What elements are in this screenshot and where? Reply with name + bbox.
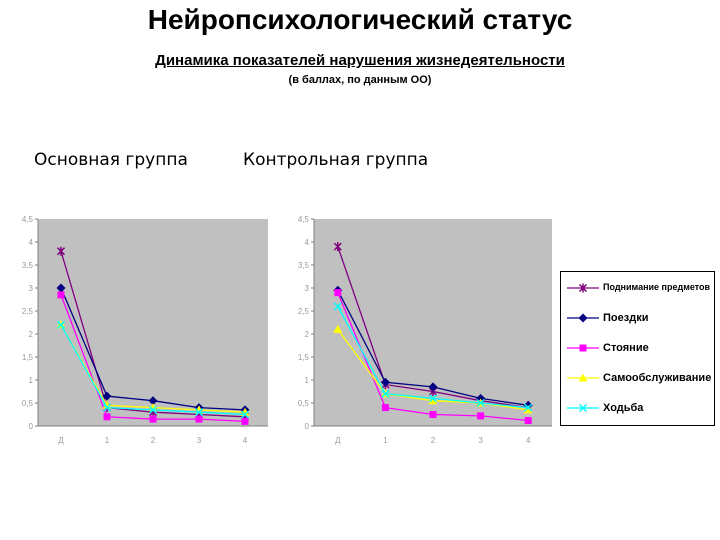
- data-point-2-0: [334, 289, 342, 297]
- legend-swatch: [567, 344, 599, 352]
- legend-label: Ходьба: [603, 402, 644, 414]
- plot-area: [38, 219, 268, 426]
- data-point-2-0: [57, 291, 65, 299]
- y-tick-label: 2,5: [22, 307, 34, 316]
- x-tick-label: 4: [243, 436, 248, 445]
- x-tick-label: 3: [197, 436, 202, 445]
- y-tick-label: 2: [305, 330, 310, 339]
- data-point-4-2: [148, 405, 158, 414]
- x-tick-label: 1: [383, 436, 388, 445]
- data-point-4-4: [524, 403, 533, 412]
- legend-item: Ходьба: [561, 399, 716, 419]
- y-tick-label: 3,5: [298, 261, 310, 270]
- y-tick-label: 3,5: [22, 261, 34, 270]
- legend-label: Поездки: [603, 312, 649, 324]
- data-point-2-1: [103, 413, 111, 421]
- data-point-3-4: [240, 407, 250, 416]
- x-tick-label: 3: [478, 436, 483, 445]
- data-point-3-3: [194, 405, 204, 414]
- subtitle-text: Динамика показателей нарушения жизнедеят…: [155, 52, 565, 69]
- chart-legend: Поднимание предметов Поездки Стояние Самооб…: [560, 271, 715, 426]
- y-tick-label: 4: [305, 238, 310, 247]
- y-tick-label: 3: [305, 284, 310, 293]
- legend-swatch: [567, 283, 599, 293]
- data-point-3-4: [523, 405, 533, 414]
- legend-marker: [578, 373, 588, 382]
- legend-marker: [578, 283, 588, 293]
- data-point-3-0: [333, 324, 343, 333]
- legend-marker: [579, 344, 587, 352]
- legend-swatch: [567, 403, 599, 413]
- data-point-4-1: [381, 389, 390, 398]
- data-point-2-1: [381, 404, 389, 412]
- data-point-4-3: [194, 408, 204, 417]
- legend-marker: [578, 403, 588, 413]
- y-tick-label: 1: [305, 376, 310, 385]
- data-point-4-0: [56, 320, 66, 329]
- x-tick-label: Д: [335, 436, 341, 445]
- legend-item: Стояние: [561, 339, 716, 359]
- page-note: (в баллах, по данным ОО): [288, 74, 432, 86]
- y-tick-label: 1: [29, 376, 34, 385]
- page-subtitle: Динамика показателей нарушения жизнедеят…: [0, 52, 720, 69]
- data-point-3-1: [102, 400, 112, 409]
- y-tick-label: 4,5: [298, 215, 310, 224]
- data-point-2-2: [149, 415, 157, 423]
- y-tick-label: 0: [29, 422, 34, 431]
- y-tick-label: 0,5: [22, 399, 34, 408]
- y-tick-label: 0,5: [298, 399, 310, 408]
- x-tick-label: Д: [58, 436, 64, 445]
- data-point-2-4: [241, 417, 249, 425]
- legend-label: Стояние: [603, 342, 649, 354]
- data-point-4-3: [476, 398, 485, 408]
- data-point-4-1: [102, 403, 112, 412]
- page-title: Нейропсихологический статус: [147, 4, 573, 35]
- legend-item: Поездки: [561, 309, 716, 329]
- main-group-label: Основная группа: [34, 150, 188, 170]
- data-point-4-2: [428, 394, 438, 403]
- data-point-1-2: [148, 396, 158, 406]
- data-point-2-4: [524, 416, 532, 424]
- y-tick-label: 1,5: [22, 353, 34, 362]
- control-group-label: Контрольная группа: [243, 150, 429, 170]
- data-point-1-2: [428, 382, 438, 392]
- data-point-0-0: [56, 246, 66, 256]
- y-tick-label: 2: [29, 330, 34, 339]
- x-tick-label: 2: [151, 436, 156, 445]
- data-point-1-1: [102, 391, 112, 401]
- x-tick-label: 4: [526, 436, 531, 445]
- legend-label: Самообслуживание: [603, 372, 712, 384]
- y-tick-label: 2,5: [298, 307, 310, 316]
- data-point-4-0: [333, 302, 342, 311]
- y-tick-label: 0: [305, 422, 310, 431]
- x-tick-label: 1: [105, 436, 110, 445]
- x-tick-label: 2: [431, 436, 436, 445]
- data-point-1-1: [380, 377, 390, 387]
- data-point-4-4: [240, 410, 250, 419]
- chart-main: 0 0,5 1 1,5 2 2,5 3 3,5 4 4,5 Д 1 2 3 4: [22, 215, 268, 445]
- data-point-3-2: [148, 403, 158, 412]
- legend-item: Самообслуживание: [561, 369, 716, 389]
- chart-control: 0 0,5 1 1,5 2 2,5 3 3,5 4 4,5 Д 1 2 3 4: [298, 215, 552, 445]
- legend-swatch: [567, 373, 599, 382]
- data-point-2-2: [429, 411, 437, 418]
- legend-label: Поднимание предметов: [603, 282, 711, 292]
- y-tick-label: 4: [29, 238, 34, 247]
- legend-item: Поднимание предметов: [561, 279, 716, 299]
- y-tick-label: 4,5: [22, 215, 34, 224]
- data-point-2-3: [195, 415, 203, 423]
- y-tick-label: 1,5: [298, 353, 310, 362]
- y-tick-label: 3: [29, 284, 34, 293]
- data-point-2-3: [477, 412, 485, 420]
- legend-marker: [578, 313, 588, 323]
- legend-swatch: [567, 313, 599, 323]
- data-point-1-0: [56, 283, 66, 293]
- data-point-3-2: [428, 396, 438, 405]
- data-point-0-0: [333, 242, 342, 252]
